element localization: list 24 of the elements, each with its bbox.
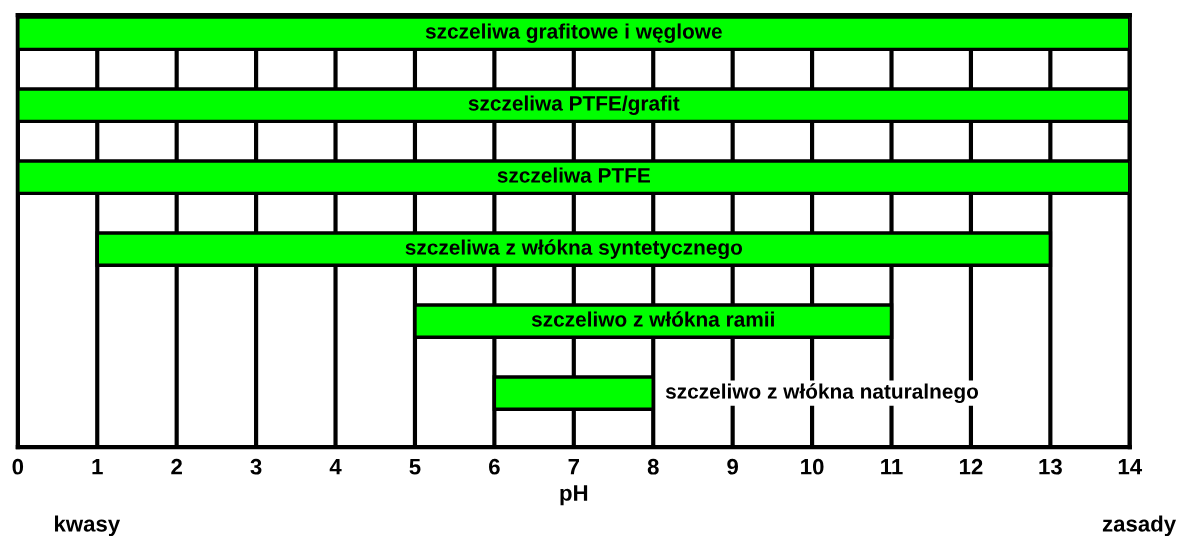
- x-tick-label: 10: [801, 458, 824, 475]
- y-tick-label: szczeliwa z włókna syntetycznego: [405, 239, 743, 260]
- y-tick-label: szczeliwo z włókna naturalnego: [665, 383, 979, 403]
- x-tick-label: 1: [92, 459, 103, 475]
- y-tick-label: szczeliwa PTFE: [497, 167, 650, 183]
- x-tick-label: 7: [568, 459, 580, 475]
- x-tick-label: 5: [409, 459, 421, 475]
- x-tick-label: 12: [959, 458, 983, 475]
- text: kwasy: [55, 515, 121, 537]
- y-tick-label: szczeliwo z włókna ramii: [531, 311, 774, 327]
- x-tick-label: 4: [329, 459, 342, 475]
- x-tick-label: 13: [1039, 458, 1062, 475]
- x-tick-label: 8: [647, 458, 659, 475]
- x-tick-label: 2: [171, 458, 182, 475]
- text: zasady: [1102, 515, 1177, 537]
- x-tick-label: 3: [250, 458, 262, 475]
- x-tick-label: 0: [12, 458, 24, 475]
- y-tick-label: szczeliwa grafitowe i węglowe: [425, 23, 722, 43]
- x-tick-label: 14: [1118, 459, 1143, 475]
- y-tick-label: szczeliwa PTFE/grafit: [468, 95, 680, 115]
- x-tick-label: 6: [489, 458, 500, 475]
- x-tick-label: 9: [727, 458, 739, 475]
- x-axis-title: pH: [560, 485, 588, 506]
- x-tick-label: 11: [881, 459, 903, 475]
